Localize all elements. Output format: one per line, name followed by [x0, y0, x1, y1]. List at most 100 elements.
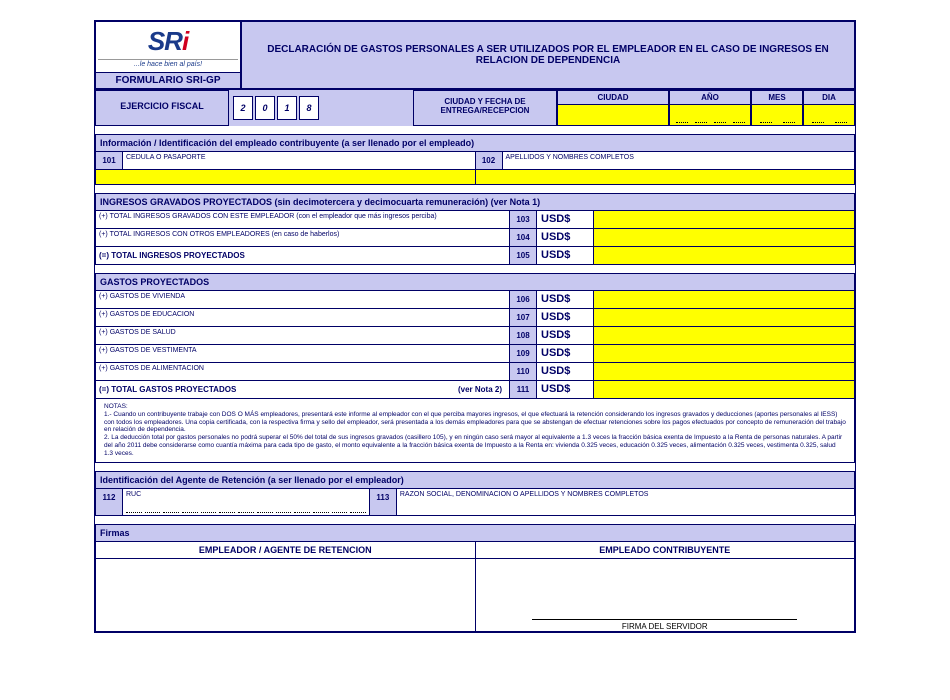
mes-value[interactable] — [752, 105, 802, 125]
row-105: (=) TOTAL INGRESOS PROYECTADOS 105 USD$ — [95, 247, 855, 265]
field-101-value[interactable] — [96, 169, 475, 184]
amt-104[interactable] — [594, 229, 854, 246]
year-d2[interactable]: 0 — [255, 96, 275, 120]
year-cells: 2 0 1 8 — [229, 90, 325, 126]
fiscal-year-row: EJERCICIO FISCAL 2 0 1 8 CIUDAD Y FECHA … — [95, 89, 855, 126]
form-code: FORMULARIO SRI-GP — [95, 73, 241, 89]
dia-box: DIA — [803, 90, 855, 126]
amt-103[interactable] — [594, 211, 854, 228]
amt-109[interactable] — [594, 345, 854, 362]
row-103: (+) TOTAL INGRESOS GRAVADOS CON ESTE EMP… — [95, 211, 855, 229]
gastos-title: GASTOS PROYECTADOS — [95, 273, 855, 291]
signatures-row: EMPLEADOR / AGENTE DE RETENCION EMPLEADO… — [95, 542, 855, 632]
row-104: (+) TOTAL INGRESOS CON OTROS EMPLEADORES… — [95, 229, 855, 247]
ano-value[interactable] — [670, 105, 750, 125]
amt-107[interactable] — [594, 309, 854, 326]
field-102-value[interactable] — [476, 169, 855, 184]
ciudad-head: CIUDAD — [558, 91, 668, 105]
notas-head: NOTAS: — [104, 403, 846, 411]
label-110: (+) GASTOS DE ALIMENTACION — [96, 363, 510, 380]
row-108: (+) GASTOS DE SALUD 108 USD$ — [95, 327, 855, 345]
sig-line: FIRMA DEL SERVIDOR — [532, 619, 797, 631]
sig-col2-space[interactable] — [476, 559, 855, 619]
label-111: (=) TOTAL GASTOS PROYECTADOS — [99, 385, 236, 394]
amt-111[interactable] — [594, 381, 854, 398]
label-108: (+) GASTOS DE SALUD — [96, 327, 510, 344]
field-113-num: 113 — [370, 489, 397, 515]
agente-title: Identificación del Agente de Retención (… — [95, 471, 855, 489]
sig-col1-space[interactable] — [96, 559, 475, 619]
usd-111: USD$ — [537, 381, 594, 398]
logo-tagline: ...le hace bien al país! — [98, 59, 238, 68]
ciudad-value[interactable] — [558, 105, 668, 125]
row-106: (+) GASTOS DE VIVIENDA 106 USD$ — [95, 291, 855, 309]
logo-sri: SRi — [98, 26, 238, 57]
amt-105[interactable] — [594, 247, 854, 264]
field-112-num: 112 — [96, 489, 123, 515]
field-113-label: RAZON SOCIAL, DENOMINACION O APELLIDOS Y… — [397, 489, 854, 500]
label-104: (+) TOTAL INGRESOS CON OTROS EMPLEADORES… — [96, 229, 510, 246]
nota2-ref: (ver Nota 2) — [458, 385, 506, 394]
row-107: (+) GASTOS DE EDUCACION 107 USD$ — [95, 309, 855, 327]
sec1-title: Información / Identificación del emplead… — [95, 134, 855, 152]
ciudad-fecha-label: CIUDAD Y FECHA DE ENTREGA/RECEPCION — [413, 90, 557, 126]
ano-head: AÑO — [670, 91, 750, 105]
num-104: 104 — [510, 229, 537, 246]
dia-head: DIA — [804, 91, 854, 105]
nota-2: 2. La deducción total por gastos persona… — [104, 434, 846, 457]
num-110: 110 — [510, 363, 537, 380]
num-106: 106 — [510, 291, 537, 308]
usd-106: USD$ — [537, 291, 594, 308]
label-109: (+) GASTOS DE VESTIMENTA — [96, 345, 510, 362]
field-112-value[interactable] — [123, 500, 369, 515]
row-111: (=) TOTAL GASTOS PROYECTADOS (ver Nota 2… — [95, 381, 855, 399]
ejercicio-label: EJERCICIO FISCAL — [95, 90, 229, 126]
form-container: SRi ...le hace bien al país! FORMULARIO … — [94, 20, 856, 633]
usd-107: USD$ — [537, 309, 594, 326]
mes-box: MES — [751, 90, 803, 126]
field-101-num: 101 — [96, 152, 123, 169]
field-101-label: CEDULA O PASAPORTE — [123, 152, 475, 169]
dia-value[interactable] — [804, 105, 854, 125]
row-110: (+) GASTOS DE ALIMENTACION 110 USD$ — [95, 363, 855, 381]
label-107: (+) GASTOS DE EDUCACION — [96, 309, 510, 326]
year-d3[interactable]: 1 — [277, 96, 297, 120]
usd-108: USD$ — [537, 327, 594, 344]
amt-108[interactable] — [594, 327, 854, 344]
num-103: 103 — [510, 211, 537, 228]
label-106: (+) GASTOS DE VIVIENDA — [96, 291, 510, 308]
label-105: (=) TOTAL INGRESOS PROYECTADOS — [96, 247, 510, 264]
num-109: 109 — [510, 345, 537, 362]
usd-104: USD$ — [537, 229, 594, 246]
field-102-label: APELLIDOS Y NOMBRES COMPLETOS — [503, 152, 855, 169]
num-107: 107 — [510, 309, 537, 326]
firmas-title: Firmas — [95, 524, 855, 542]
ciudad-box: CIUDAD — [557, 90, 669, 126]
logo-box: SRi ...le hace bien al país! — [95, 21, 241, 73]
notas-box: NOTAS: 1.- Cuando un contribuyente traba… — [95, 399, 855, 463]
usd-105: USD$ — [537, 247, 594, 264]
mes-head: MES — [752, 91, 802, 105]
header: SRi ...le hace bien al país! FORMULARIO … — [95, 21, 855, 89]
usd-103: USD$ — [537, 211, 594, 228]
label-103: (+) TOTAL INGRESOS GRAVADOS CON ESTE EMP… — [96, 211, 510, 228]
amt-106[interactable] — [594, 291, 854, 308]
field-112-label: RUC — [123, 489, 369, 500]
usd-109: USD$ — [537, 345, 594, 362]
field-102-num: 102 — [476, 152, 503, 169]
amt-110[interactable] — [594, 363, 854, 380]
ingresos-title: INGRESOS GRAVADOS PROYECTADOS (sin decim… — [95, 193, 855, 211]
year-d1[interactable]: 2 — [233, 96, 253, 120]
usd-110: USD$ — [537, 363, 594, 380]
year-d4[interactable]: 8 — [299, 96, 319, 120]
num-108: 108 — [510, 327, 537, 344]
id-row: 101 CEDULA O PASAPORTE 102 APELLIDOS Y N… — [95, 152, 855, 185]
num-105: 105 — [510, 247, 537, 264]
form-title: DECLARACIÓN DE GASTOS PERSONALES A SER U… — [241, 21, 855, 89]
label-111-wrap: (=) TOTAL GASTOS PROYECTADOS (ver Nota 2… — [96, 381, 510, 398]
sig-col2-head: EMPLEADO CONTRIBUYENTE — [476, 542, 855, 559]
field-113-value[interactable] — [397, 500, 854, 515]
nota-1: 1.- Cuando un contribuyente trabaje con … — [104, 411, 846, 434]
row-109: (+) GASTOS DE VESTIMENTA 109 USD$ — [95, 345, 855, 363]
num-111: 111 — [510, 381, 537, 398]
